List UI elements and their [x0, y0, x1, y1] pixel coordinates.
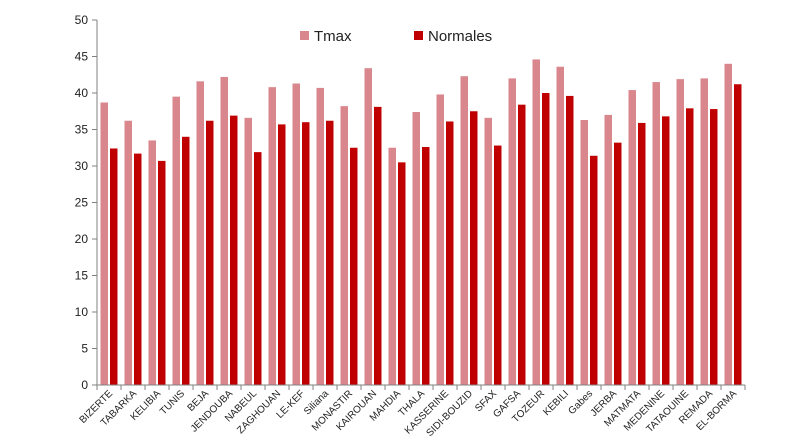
bar-tmax-jerba: [604, 114, 612, 386]
bar-tmax-remada: [700, 78, 708, 386]
legend-label-normales: Normales: [428, 28, 492, 45]
bar-tmax-nabeul: [244, 117, 252, 385]
bar-normales-tozeur: [542, 93, 550, 385]
x-tick-label: KEBILI: [541, 388, 571, 418]
bar-normales-bizerte: [110, 148, 118, 385]
y-tick-label: 25: [75, 196, 89, 210]
bar-normales-jendouba: [230, 115, 238, 385]
bar-tmax-siliana: [316, 87, 324, 385]
bar-normales-remada: [710, 109, 718, 385]
bar-normales-jerba: [614, 142, 622, 385]
bar-tmax-kelibia: [148, 140, 156, 385]
y-tick-label: 50: [75, 13, 89, 27]
bar-normales-le-kef: [302, 122, 310, 385]
bar-tmax-medenine: [652, 82, 660, 386]
bar-tmax-jendouba: [220, 76, 228, 385]
bar-tmax-el-borma: [724, 63, 732, 386]
bar-tmax-matmata: [628, 90, 636, 385]
bar-tmax-sfax: [484, 117, 492, 385]
y-tick-label: 10: [75, 305, 89, 319]
legend-swatch-tmax: [300, 31, 309, 40]
bar-normales-sfax: [494, 145, 502, 385]
bar-tmax-zaghouan: [268, 87, 276, 385]
bar-tmax-gabes: [580, 120, 588, 385]
bar-normales-tunis: [182, 136, 190, 385]
bar-normales-thala: [422, 147, 430, 385]
bar-normales-kasserine: [446, 121, 454, 385]
bar-normales-mahdia: [398, 162, 406, 385]
bar-normales-siliana: [326, 120, 334, 386]
bar-tmax-tunis: [172, 96, 180, 386]
bar-normales-kelibia: [158, 160, 166, 385]
x-axis: BIZERTETABARKAKELIBIATUNISBEJAJENDOUBANA…: [78, 384, 746, 439]
bar-normales-kebili: [566, 95, 574, 386]
bar-normales-beja: [206, 120, 214, 386]
y-axis: 0 5 10 15 20 25 30 35 40 45 50: [75, 13, 98, 392]
y-tick-label: 45: [75, 50, 89, 64]
bar-tmax-thala: [412, 111, 420, 385]
y-tick-label: 0: [81, 378, 88, 392]
bar-tmax-tabarka: [124, 120, 132, 386]
bar-tmax-kasserine: [436, 94, 444, 386]
y-tick-label: 35: [75, 123, 89, 137]
y-tick-label: 15: [75, 269, 89, 283]
bar-normales-el-borma: [734, 84, 742, 386]
y-tick-label: 40: [75, 86, 89, 100]
bar-tmax-bizerte: [100, 102, 108, 386]
legend-label-tmax: Tmax: [314, 28, 352, 45]
bar-normales-gafsa: [518, 104, 526, 386]
bar-tmax-sidi-bouzid: [460, 76, 468, 386]
bar-tmax-tozeur: [532, 59, 540, 386]
y-tick-label: 30: [75, 159, 89, 173]
bar-normales-sidi-bouzid: [470, 111, 478, 385]
bar-tmax-gafsa: [508, 78, 516, 386]
bar-tmax-beja: [196, 81, 204, 385]
bar-tmax-mahdia: [388, 147, 396, 385]
y-tick-label: 20: [75, 232, 89, 246]
bar-normales-tabarka: [134, 153, 142, 385]
bar-normales-nabeul: [254, 152, 262, 385]
x-tick-label: TUNIS: [158, 388, 187, 417]
legend: Tmax Normales: [300, 28, 492, 45]
bars: [100, 59, 742, 386]
y-tick-label: 5: [81, 342, 88, 356]
bar-tmax-tataouine: [676, 79, 684, 385]
bar-tmax-le-kef: [292, 83, 300, 385]
bar-tmax-monastir: [340, 106, 348, 385]
bar-normales-matmata: [638, 122, 646, 386]
bar-normales-monastir: [350, 147, 358, 385]
bar-normales-medenine: [662, 116, 670, 386]
legend-swatch-normales: [414, 31, 423, 40]
bar-normales-tataouine: [686, 108, 694, 385]
bar-normales-zaghouan: [278, 124, 286, 385]
bar-normales-gabes: [590, 155, 598, 385]
bar-normales-kairouan: [374, 106, 382, 386]
bar-tmax-kairouan: [364, 68, 372, 386]
bar-tmax-kebili: [556, 66, 564, 385]
